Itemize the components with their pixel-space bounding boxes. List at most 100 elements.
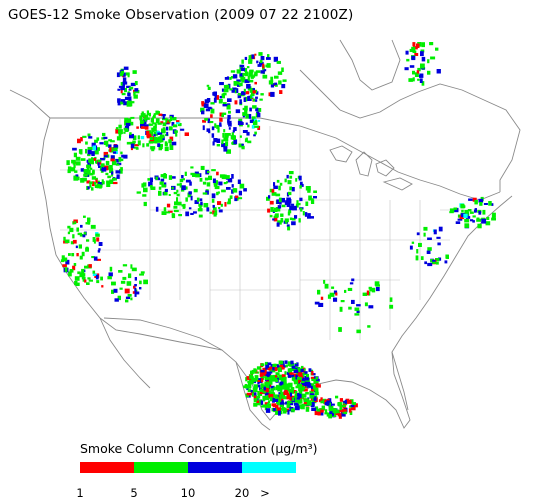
smoke-pixel (70, 241, 75, 245)
smoke-pixel (464, 223, 467, 227)
smoke-pixel (200, 201, 203, 206)
smoke-pixel (304, 212, 308, 217)
smoke-pixel (266, 371, 271, 377)
smoke-pixel (222, 104, 228, 107)
smoke-pixel (128, 88, 132, 91)
smoke-pixel (467, 209, 472, 212)
smoke-pixel (153, 127, 157, 132)
smoke-pixel (459, 215, 465, 220)
smoke-pixel (481, 218, 487, 224)
smoke-pixel (207, 118, 210, 124)
smoke-pixel (213, 91, 217, 97)
smoke-pixel (108, 139, 112, 142)
smoke-pixel (289, 389, 294, 394)
smoke-pixel (137, 140, 141, 146)
smoke-pixel (277, 220, 282, 225)
smoke-pixel (464, 210, 468, 214)
smoke-pixel (270, 91, 275, 97)
smoke-pixel (351, 278, 355, 282)
smoke-pixel (73, 175, 77, 179)
smoke-pixel (67, 231, 70, 235)
smoke-pixel (163, 173, 167, 179)
smoke-pixel (171, 186, 174, 190)
smoke-pixel (231, 132, 234, 136)
smoke-pixel (80, 158, 86, 161)
smoke-pixel (203, 103, 209, 108)
smoke-pixel (491, 217, 496, 221)
smoke-pixel (218, 99, 223, 104)
smoke-pixel (231, 189, 234, 194)
smoke-pixel (143, 201, 147, 207)
smoke-pixel (290, 392, 293, 397)
smoke-pixel (124, 288, 130, 294)
smoke-pixel (307, 188, 311, 193)
smoke-pixel (255, 96, 258, 99)
smoke-pixel (80, 151, 83, 155)
smoke-pixel (232, 130, 235, 133)
smoke-pixel (143, 114, 148, 119)
smoke-pixel (232, 135, 236, 140)
smoke-pixel (290, 203, 295, 206)
smoke-pixel (129, 133, 134, 139)
smoke-pixel (242, 72, 246, 76)
smoke-pixel (134, 144, 139, 147)
smoke-pixel (309, 390, 314, 396)
smoke-pixel (280, 377, 284, 381)
smoke-pixel (255, 70, 261, 73)
smoke-pixel (267, 367, 270, 371)
smoke-pixel (416, 249, 419, 254)
smoke-pixel (375, 284, 380, 287)
smoke-pixel (267, 54, 270, 58)
smoke-pixel (319, 408, 323, 411)
smoke-pixel (281, 67, 284, 72)
smoke-pixel (287, 226, 291, 231)
smoke-pixel (436, 69, 441, 74)
smoke-pixel (318, 302, 324, 307)
smoke-pixel (223, 129, 226, 133)
smoke-pixel (246, 84, 251, 89)
smoke-pixel (419, 78, 423, 83)
smoke-pixel (279, 202, 282, 205)
smoke-pixel (217, 191, 220, 194)
legend-tick-10: 10 (180, 486, 196, 500)
smoke-pixel (278, 80, 282, 85)
smoke-pixel (216, 138, 221, 143)
smoke-pixel (340, 300, 345, 303)
smoke-pixel (69, 269, 74, 273)
smoke-pixel (311, 407, 317, 411)
smoke-pixel (91, 157, 94, 160)
smoke-pixel (278, 197, 282, 203)
smoke-pixel (89, 172, 94, 176)
smoke-pixel (72, 147, 77, 151)
smoke-pixel (278, 185, 281, 191)
smoke-pixel (134, 287, 137, 292)
smoke-pixel (313, 380, 319, 385)
smoke-pixel (219, 82, 224, 86)
smoke-pixel (314, 391, 319, 396)
smoke-pixel (108, 272, 113, 277)
smoke-pixel (290, 387, 294, 390)
smoke-pixel (349, 411, 353, 415)
smoke-pixel (474, 208, 477, 212)
smoke-pixel (111, 171, 114, 175)
smoke-pixel (419, 73, 424, 78)
smoke-pixel (293, 400, 299, 403)
smoke-pixel (279, 386, 282, 390)
smoke-pixel (281, 204, 286, 208)
smoke-pixel (223, 88, 229, 93)
smoke-pixel (147, 178, 152, 181)
smoke-pixel (300, 365, 304, 370)
smoke-pixel (182, 178, 185, 181)
smoke-pixel (414, 53, 419, 56)
smoke-pixel (264, 381, 270, 385)
smoke-pixel (278, 374, 283, 377)
smoke-pixel (280, 393, 285, 397)
smoke-pixel (134, 284, 137, 287)
smoke-pixel (273, 215, 279, 218)
smoke-pixel (288, 191, 292, 196)
smoke-pixel (233, 127, 237, 131)
smoke-pixel (265, 404, 268, 407)
smoke-pixel (136, 126, 139, 129)
smoke-pixel (412, 50, 417, 53)
smoke-pixel (86, 282, 90, 285)
